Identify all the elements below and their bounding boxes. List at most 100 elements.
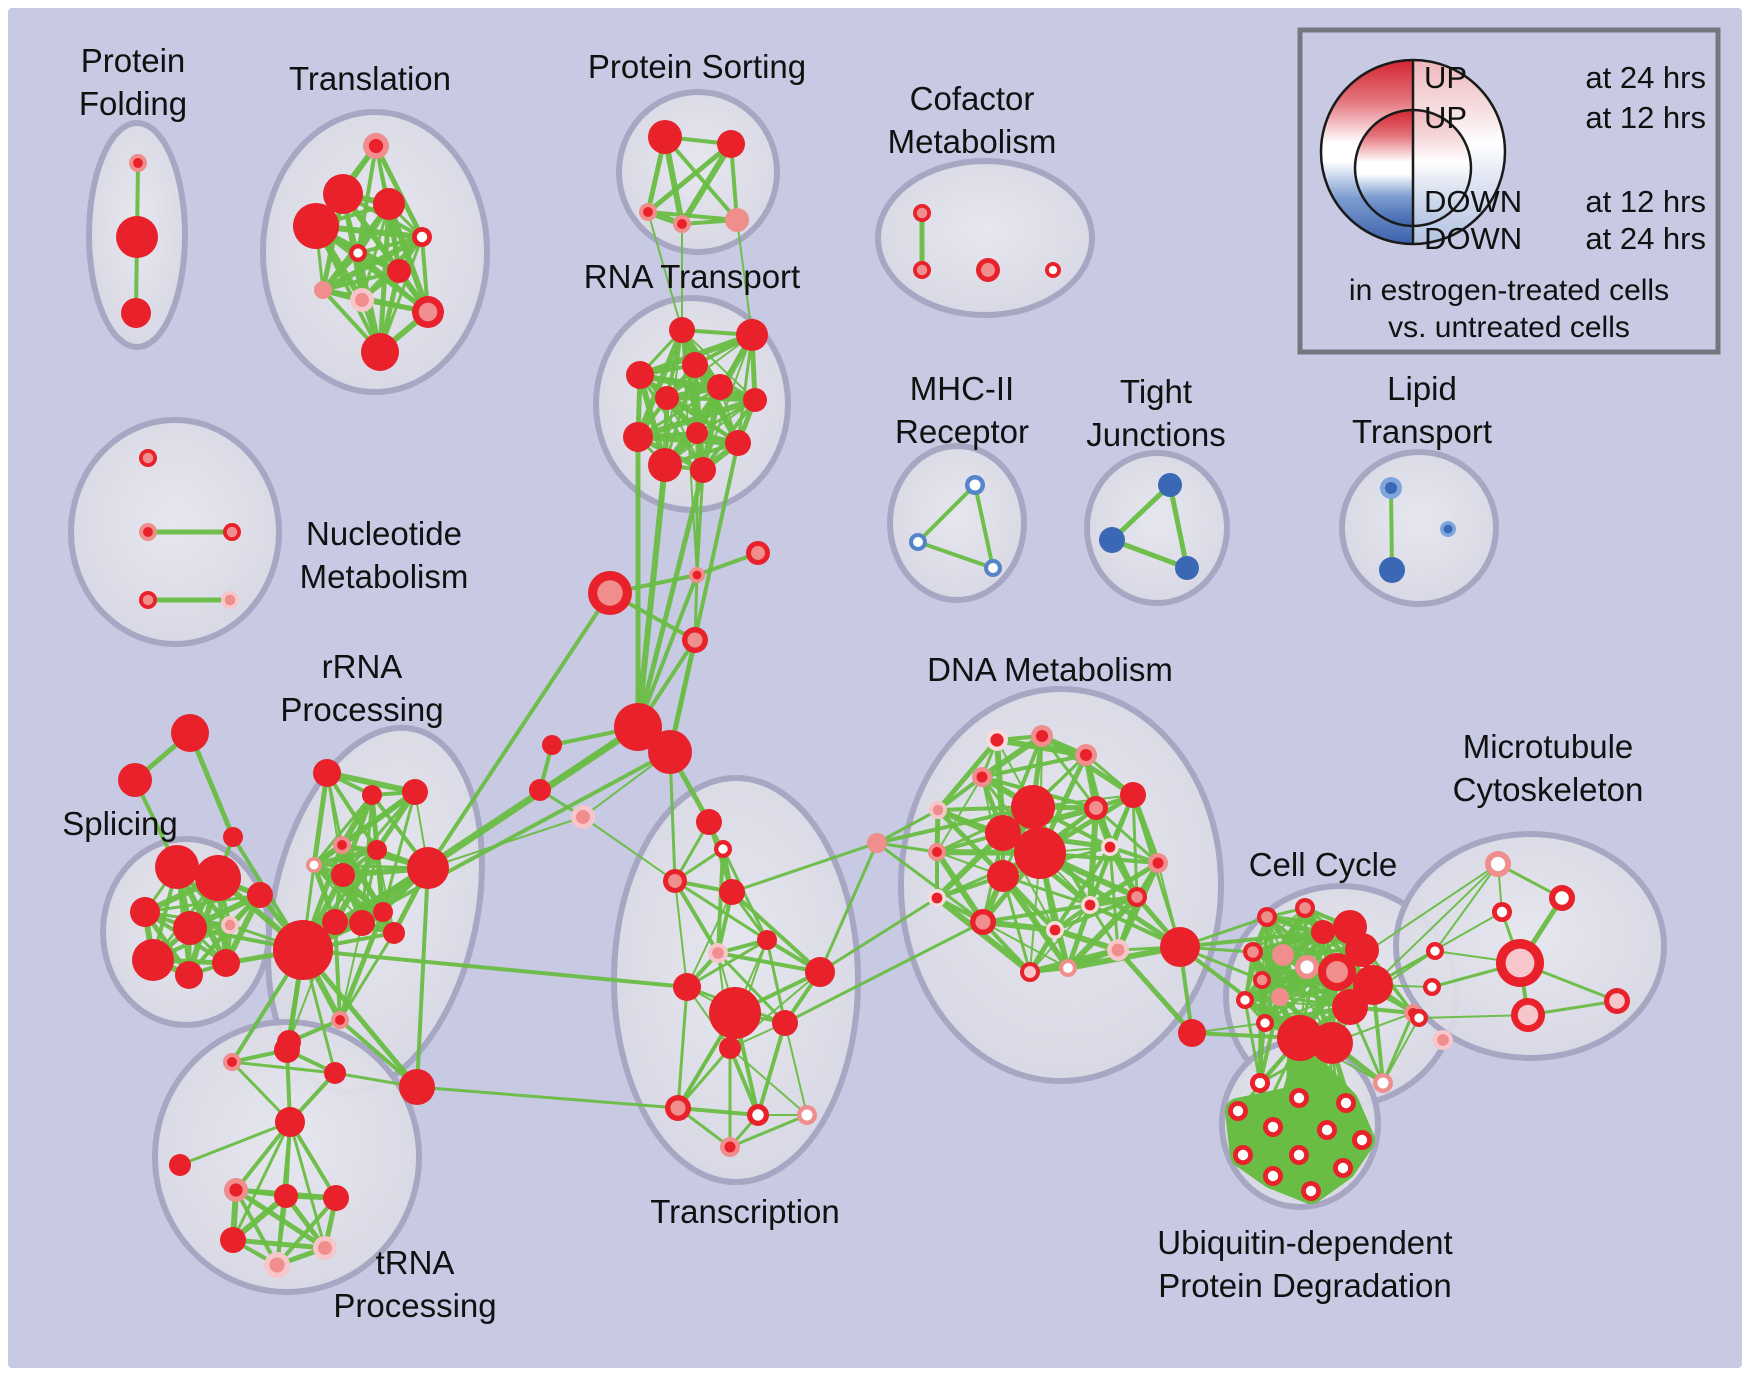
- network-node-center: [1430, 946, 1440, 956]
- network-node-center: [1104, 841, 1116, 853]
- network-edge: [1052, 927, 1121, 953]
- network-node-center: [724, 1141, 736, 1153]
- network-node-center: [1305, 1185, 1317, 1197]
- network-node-center: [224, 594, 236, 606]
- network-node: [614, 703, 662, 751]
- network-node: [1099, 527, 1125, 553]
- network-node: [273, 920, 333, 980]
- legend-row-direction: DOWN: [1424, 184, 1522, 219]
- network-node: [1120, 782, 1146, 808]
- network-node-center: [1111, 943, 1125, 957]
- network-edge: [728, 1046, 760, 1117]
- network-node: [1175, 556, 1199, 580]
- network-node: [1277, 1015, 1323, 1061]
- network-node-center: [752, 1109, 764, 1121]
- network-node-center: [1293, 1149, 1305, 1161]
- network-node: [987, 860, 1019, 892]
- network-node: [132, 939, 174, 981]
- network-node-center: [368, 138, 384, 154]
- network-node-center: [1356, 1134, 1368, 1146]
- network-node: [387, 259, 411, 283]
- network-node-center: [1555, 891, 1569, 905]
- network-edge: [1259, 1022, 1266, 1084]
- network-node: [725, 430, 751, 456]
- network-edge: [415, 1085, 680, 1110]
- network-node-center: [142, 594, 154, 606]
- network-edge: [1167, 482, 1190, 571]
- network-edge: [784, 1022, 808, 1116]
- legend-caption: vs. untreated cells: [1388, 311, 1630, 344]
- network-node: [529, 779, 551, 801]
- network-node: [130, 897, 160, 927]
- network-node-center: [418, 302, 438, 322]
- network-node: [331, 863, 355, 887]
- network-node-center: [1414, 1013, 1424, 1023]
- network-node: [362, 785, 382, 805]
- network-node: [719, 879, 745, 905]
- network-node-center: [692, 570, 702, 580]
- network-edge: [374, 847, 386, 915]
- network-node: [275, 1107, 305, 1137]
- network-node-center: [913, 537, 923, 547]
- network-edge: [818, 896, 939, 974]
- network-edge: [695, 468, 705, 577]
- network-node: [669, 317, 695, 343]
- network-node: [367, 840, 387, 860]
- network-node: [757, 930, 777, 950]
- network-edge: [1243, 998, 1262, 1085]
- network-node-center: [1232, 1105, 1244, 1117]
- network-node-center: [318, 1241, 332, 1255]
- network-node-center: [353, 248, 363, 258]
- network-node-center: [1325, 960, 1349, 984]
- cluster-ellipse-mhc-ii-receptor: [887, 443, 1027, 603]
- network-edge: [665, 396, 757, 402]
- cluster-label-trna-processing: tRNA: [376, 1244, 455, 1281]
- cluster-label-ubiquitin-degradation: Ubiquitin-dependent: [1157, 1224, 1452, 1261]
- network-node-center: [668, 874, 682, 888]
- network-node: [195, 855, 241, 901]
- network-node: [690, 457, 716, 483]
- network-edge: [818, 841, 879, 974]
- cluster-labels: Protein Folding Translation Protein Sorting…: [62, 42, 1643, 1324]
- network-node-center: [226, 526, 238, 538]
- network-node: [313, 759, 341, 787]
- network-edge: [311, 847, 380, 868]
- network-node: [373, 188, 405, 220]
- network-node-center: [1293, 1092, 1305, 1104]
- network-node: [171, 714, 209, 752]
- network-node-center: [1377, 1077, 1389, 1089]
- network-edge: [730, 890, 822, 974]
- network-edge: [635, 467, 706, 730]
- network-edge: [324, 770, 418, 795]
- network-edge: [178, 1120, 292, 1167]
- network-edge: [635, 397, 758, 440]
- network-edge: [765, 938, 787, 1025]
- network-node: [1011, 785, 1055, 829]
- network-edge: [1089, 846, 1111, 906]
- network-edge: [636, 573, 699, 729]
- cluster-label-ubiquitin-degradation: Protein Degradation: [1158, 1267, 1452, 1304]
- network-edge: [716, 847, 725, 955]
- network-edge: [230, 1060, 337, 1075]
- network-edge: [1109, 482, 1173, 543]
- network-edge: [875, 841, 939, 854]
- network-node-center: [1084, 899, 1096, 911]
- cluster-label-microtubule-cytoskeleton: Cytoskeleton: [1453, 771, 1644, 808]
- network-node: [709, 987, 761, 1039]
- network-node: [725, 208, 749, 232]
- network-node-center: [269, 1257, 285, 1273]
- legend-row-direction: UP: [1424, 100, 1467, 135]
- network-node: [772, 1010, 798, 1036]
- network-edge: [934, 849, 986, 925]
- network-edge: [676, 1106, 760, 1117]
- network-node: [719, 1037, 741, 1059]
- network-node-center: [975, 914, 991, 930]
- network-edge: [875, 808, 940, 845]
- network-node: [223, 827, 243, 847]
- network-edge: [1434, 863, 1499, 952]
- network-node-center: [718, 844, 728, 854]
- cluster-label-dna-metabolism: DNA Metabolism: [927, 651, 1173, 688]
- network-node: [805, 957, 835, 987]
- network-node-center: [1340, 1097, 1352, 1109]
